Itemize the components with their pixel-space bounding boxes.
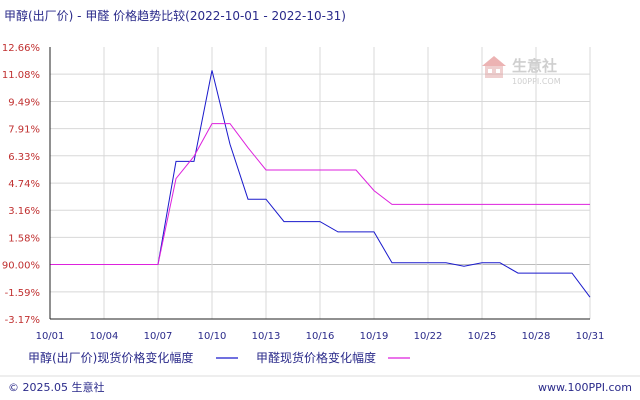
- footer-website: www.100PPI.com: [538, 381, 632, 394]
- y-tick-label: -3.17%: [5, 315, 40, 326]
- watermark-name: 生意社: [512, 57, 557, 75]
- watermark-url: 100PPI.COM: [512, 77, 561, 86]
- y-tick-label: 7.91%: [8, 125, 40, 136]
- series-line-2: [50, 123, 590, 265]
- chart-title: 甲醇(出厂价) - 甲醛 价格趋势比较(2022-10-01 - 2022-10…: [4, 8, 346, 23]
- series-line-1: [50, 70, 591, 298]
- x-tick-label: 10/04: [90, 331, 119, 342]
- x-tick-label: 10/22: [414, 331, 443, 342]
- y-tick-label: 12.66%: [2, 43, 40, 54]
- y-tick-label: 6.33%: [8, 152, 40, 163]
- footer-copyright: © 2025.05 生意社: [8, 380, 104, 394]
- watermark-logo-icon: [482, 56, 506, 78]
- plot-area: 生意社 100PPI.COM: [49, 47, 591, 320]
- y-tick-label: 90.00%: [2, 261, 40, 272]
- x-tick-label: 10/25: [468, 331, 497, 342]
- x-tick-labels: 10/01 10/04 10/07 10/10 10/13 10/16 10/19 10/22…: [36, 331, 605, 342]
- x-tick-label: 10/13: [252, 331, 281, 342]
- x-tick-label: 10/19: [360, 331, 389, 342]
- x-tick-label: 10/28: [522, 331, 551, 342]
- legend-label-series-1: 甲醇(出厂价)现货价格变化幅度: [28, 350, 193, 365]
- y-tick-label: 1.58%: [8, 233, 40, 244]
- x-tick-label: 10/10: [198, 331, 227, 342]
- legend-label-series-2: 甲醛现货价格变化幅度: [256, 350, 376, 365]
- x-tick-label: 10/31: [576, 331, 605, 342]
- y-tick-label: 9.49%: [8, 97, 40, 108]
- x-tick-label: 10/16: [306, 331, 335, 342]
- watermark: 生意社 100PPI.COM: [482, 56, 561, 86]
- series-lines: [50, 70, 591, 298]
- y-tick-label: 4.74%: [8, 179, 40, 190]
- x-tick-label: 10/01: [36, 331, 65, 342]
- y-tick-label: 11.08%: [2, 70, 40, 81]
- y-tick-label: -1.59%: [5, 288, 40, 299]
- x-tick-label: 10/07: [144, 331, 173, 342]
- y-tick-label: 3.16%: [8, 206, 40, 217]
- y-tick-labels: 12.66% 11.08% 9.49% 7.91% 6.33% 4.74% 3.16% 1.5…: [2, 43, 40, 326]
- legend: 甲醇(出厂价)现货价格变化幅度 甲醛现货价格变化幅度: [28, 350, 410, 365]
